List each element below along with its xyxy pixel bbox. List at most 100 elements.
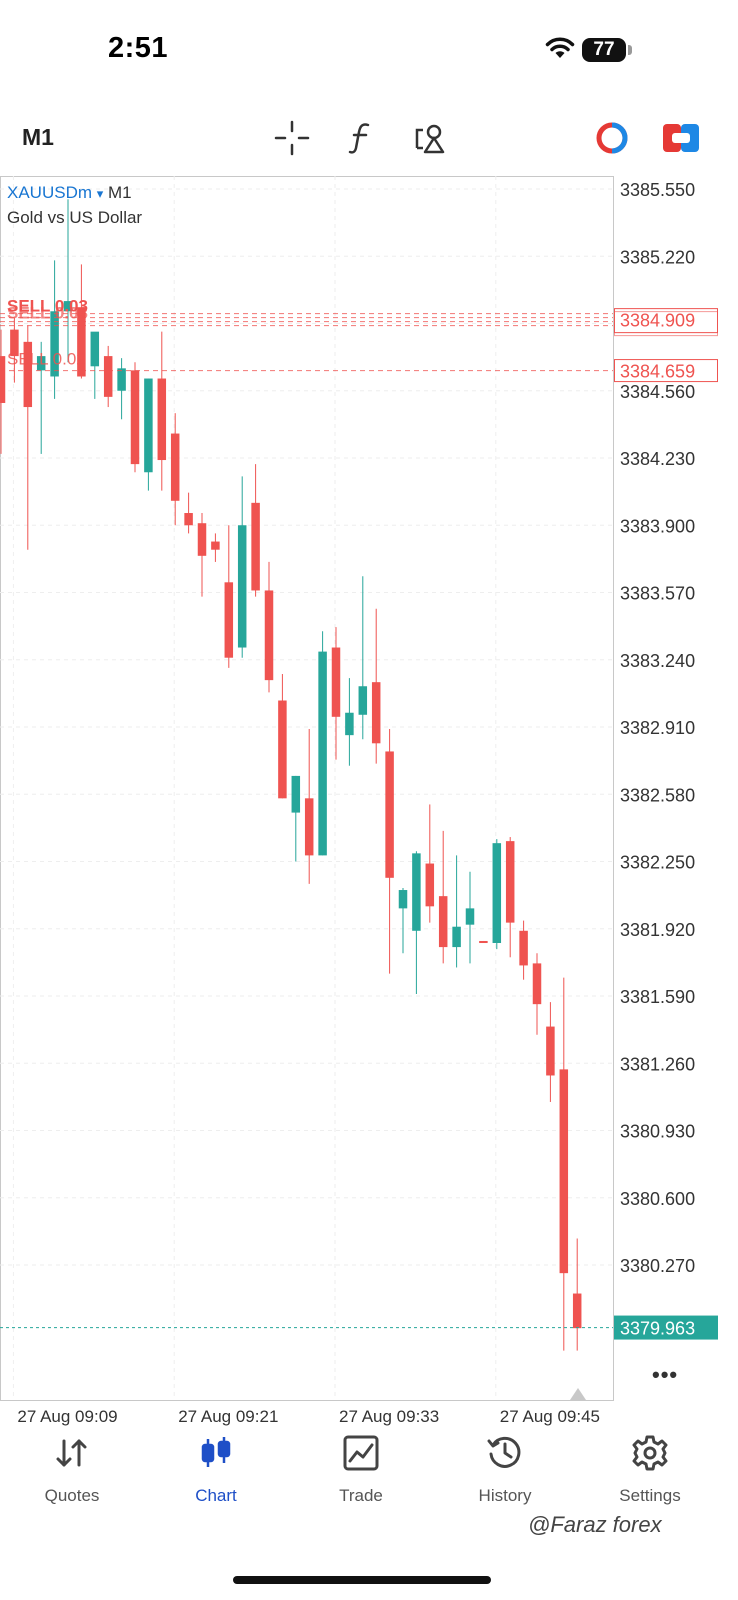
candle-body (492, 843, 502, 944)
candle-body (211, 541, 220, 550)
plot-area (0, 176, 614, 1401)
candle-body (331, 647, 341, 717)
y-tick-label: 3380.930 (620, 1122, 695, 1142)
candle-body (358, 686, 368, 715)
y-tick-label: 3381.920 (620, 920, 695, 940)
timeframe-button[interactable]: M1 (22, 124, 54, 150)
tab-chart[interactable]: Chart (161, 1428, 271, 1506)
y-tick-label: 3382.580 (620, 785, 695, 805)
tab-trade[interactable]: Trade (306, 1428, 416, 1506)
candle-body (278, 700, 287, 799)
x-tick-label: 27 Aug 09:33 (339, 1407, 439, 1426)
candle-body (546, 1026, 555, 1076)
order-label: SELL 0.03 (7, 304, 88, 323)
x-tick-label: 27 Aug 09:09 (17, 1407, 117, 1426)
tab-history-label: History (478, 1486, 532, 1505)
settings-gear-icon (632, 1435, 668, 1471)
y-tick-label: 3382.910 (620, 718, 695, 738)
candle-body (291, 775, 301, 813)
candle-body (197, 523, 207, 556)
order-price-box (614, 311, 718, 337)
candle-body (412, 853, 421, 931)
order-label: SELL 0.02 (7, 350, 86, 369)
status-time: 2:51 (108, 32, 169, 64)
price-chart[interactable]: 3385.5503385.2203384.8903384.5603384.230… (0, 176, 738, 1426)
status-bar: 2:51 77 (0, 0, 738, 100)
candle-body (224, 582, 234, 658)
candle-body (572, 1293, 582, 1329)
candle-body (385, 751, 394, 878)
candle-body (90, 331, 100, 367)
order-price-box (614, 308, 718, 334)
candle-body (425, 863, 435, 907)
y-tick-label: 3383.240 (620, 651, 695, 671)
y-tick-label: 3380.600 (620, 1189, 695, 1209)
candle-body (465, 908, 475, 925)
tab-settings[interactable]: Settings (595, 1428, 705, 1506)
y-tick-label: 3381.260 (620, 1054, 695, 1074)
candle-body (77, 307, 86, 377)
symbol-description: Gold vs US Dollar (7, 208, 143, 227)
order-label: SELL 0.03 (7, 297, 88, 316)
y-tick-label: 3384.230 (620, 449, 695, 469)
symbol-name[interactable]: XAUUSDm (7, 183, 93, 202)
order-price-label: 3384.909 (620, 311, 695, 331)
candle-body (117, 368, 126, 391)
one-click-trading-icon[interactable] (592, 118, 632, 158)
symbol-dropdown-icon[interactable]: ▾ (96, 186, 104, 201)
candle-body (505, 841, 515, 923)
tab-settings-label: Settings (619, 1486, 681, 1505)
battery-tip (628, 45, 632, 55)
objects-icon[interactable] (411, 118, 451, 158)
crosshair-icon[interactable] (272, 118, 312, 158)
y-tick-label: 3383.900 (620, 516, 695, 536)
candle-body (23, 341, 33, 408)
tab-quotes-label: Quotes (44, 1486, 100, 1505)
candle-body (144, 378, 153, 473)
y-tick-label: 3384.560 (620, 382, 695, 402)
quotes-arrows-icon (56, 1439, 87, 1467)
y-tick-label: 3385.220 (620, 247, 695, 267)
candle-body (345, 712, 354, 736)
symbol-timeframe: M1 (108, 183, 132, 202)
y-tick-label: 3385.550 (620, 180, 695, 200)
current-price-label: 3379.963 (620, 1319, 695, 1339)
current-price-box (614, 1315, 718, 1340)
candle-body (559, 1069, 569, 1274)
candle-body (304, 798, 314, 856)
battery-indicator: 77 (582, 38, 626, 62)
y-tick-label: 3383.570 (620, 584, 695, 604)
trade-chart-icon (343, 1435, 379, 1471)
candle-body (479, 940, 488, 944)
more-options-button[interactable]: ••• (652, 1362, 679, 1387)
candle-body (50, 311, 59, 377)
tab-chart-label: Chart (195, 1486, 237, 1505)
function-icon[interactable] (342, 118, 382, 158)
candle-body (184, 513, 193, 526)
candle-body (532, 963, 542, 1005)
candle-body (170, 433, 180, 501)
chart-candles-icon (201, 1437, 231, 1467)
tab-history[interactable]: History (450, 1428, 560, 1506)
watermark-text: @Faraz forex (528, 1512, 662, 1537)
candle-body (237, 525, 247, 648)
chart-toolbar: M1 (0, 108, 738, 168)
switch-account-icon[interactable] (661, 118, 701, 158)
order-price-label: 3384.659 (620, 362, 695, 382)
candle-body (251, 502, 260, 591)
tab-trade-label: Trade (339, 1486, 383, 1505)
y-tick-label: 3381.590 (620, 987, 695, 1007)
candle-body (452, 926, 461, 948)
x-tick-label: 27 Aug 09:45 (500, 1407, 600, 1426)
candle-body (0, 356, 6, 403)
symbol-header[interactable]: XAUUSDm ▾ M1 (7, 183, 132, 203)
chart-end-marker (570, 1388, 586, 1400)
y-tick-label: 3380.270 (620, 1256, 695, 1276)
home-indicator (233, 1576, 491, 1584)
bottom-tab-bar: Quotes Chart Trade (0, 1428, 738, 1528)
x-tick-label: 27 Aug 09:21 (178, 1407, 278, 1426)
tab-quotes[interactable]: Quotes (17, 1428, 127, 1506)
candle-body (398, 890, 408, 909)
order-price-box (614, 359, 718, 383)
candle-body (438, 896, 448, 948)
